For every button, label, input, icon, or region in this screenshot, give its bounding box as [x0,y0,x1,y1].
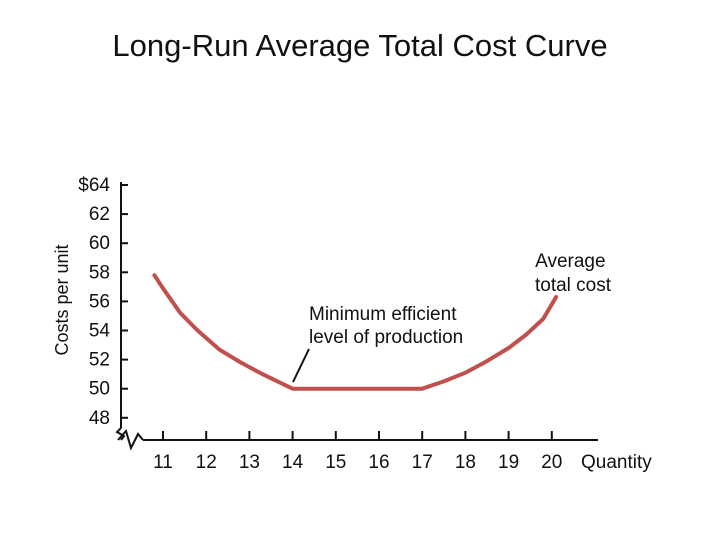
annotation-minimum-efficient: Minimum efficient level of production [309,304,463,348]
y-tick-label: 58 [89,262,110,283]
x-tick-label: 19 [498,452,519,473]
annotation-atc-line-2: total cost [535,275,612,296]
x-axis-break [117,428,144,451]
x-tick-label: 13 [239,452,260,473]
annotation-mes-line-1: Minimum efficient [309,304,457,325]
x-tick-label: 14 [282,452,304,473]
annotation-pointer-line [292,348,310,383]
x-tick-label: 15 [325,452,346,473]
annotation-atc-line-1: Average [535,251,605,272]
y-ticks: $64 62 60 58 56 54 52 50 48 [78,175,128,429]
axes [115,182,598,451]
x-tick-label: 11 [153,452,173,473]
annotation-average-total-cost: Average total cost [535,251,612,296]
x-tick-label: 16 [368,452,389,473]
x-axis-label: Quantity [581,452,652,473]
average-total-cost-curve [152,273,559,391]
y-tick-label: $64 [78,175,110,196]
x-tick-label: 18 [455,452,476,473]
x-tick-label: 17 [412,452,433,473]
y-axis-break [115,427,126,441]
y-tick-label: 56 [89,291,110,312]
y-tick-label: 62 [89,204,110,225]
y-tick-label: 54 [89,321,111,342]
x-tick-label: 20 [541,452,562,473]
chart-title: Long-Run Average Total Cost Curve [112,28,608,63]
x-ticks: 11 12 13 14 15 16 17 18 19 20 [153,431,562,473]
y-tick-label: 52 [89,350,110,371]
y-axis-label: Costs per unit [52,244,72,355]
y-tick-label: 50 [89,379,110,400]
annotation-mes-line-2: level of production [309,327,463,348]
y-tick-label: 48 [89,408,110,429]
y-tick-label: 60 [89,233,110,254]
x-tick-label: 12 [196,452,217,473]
